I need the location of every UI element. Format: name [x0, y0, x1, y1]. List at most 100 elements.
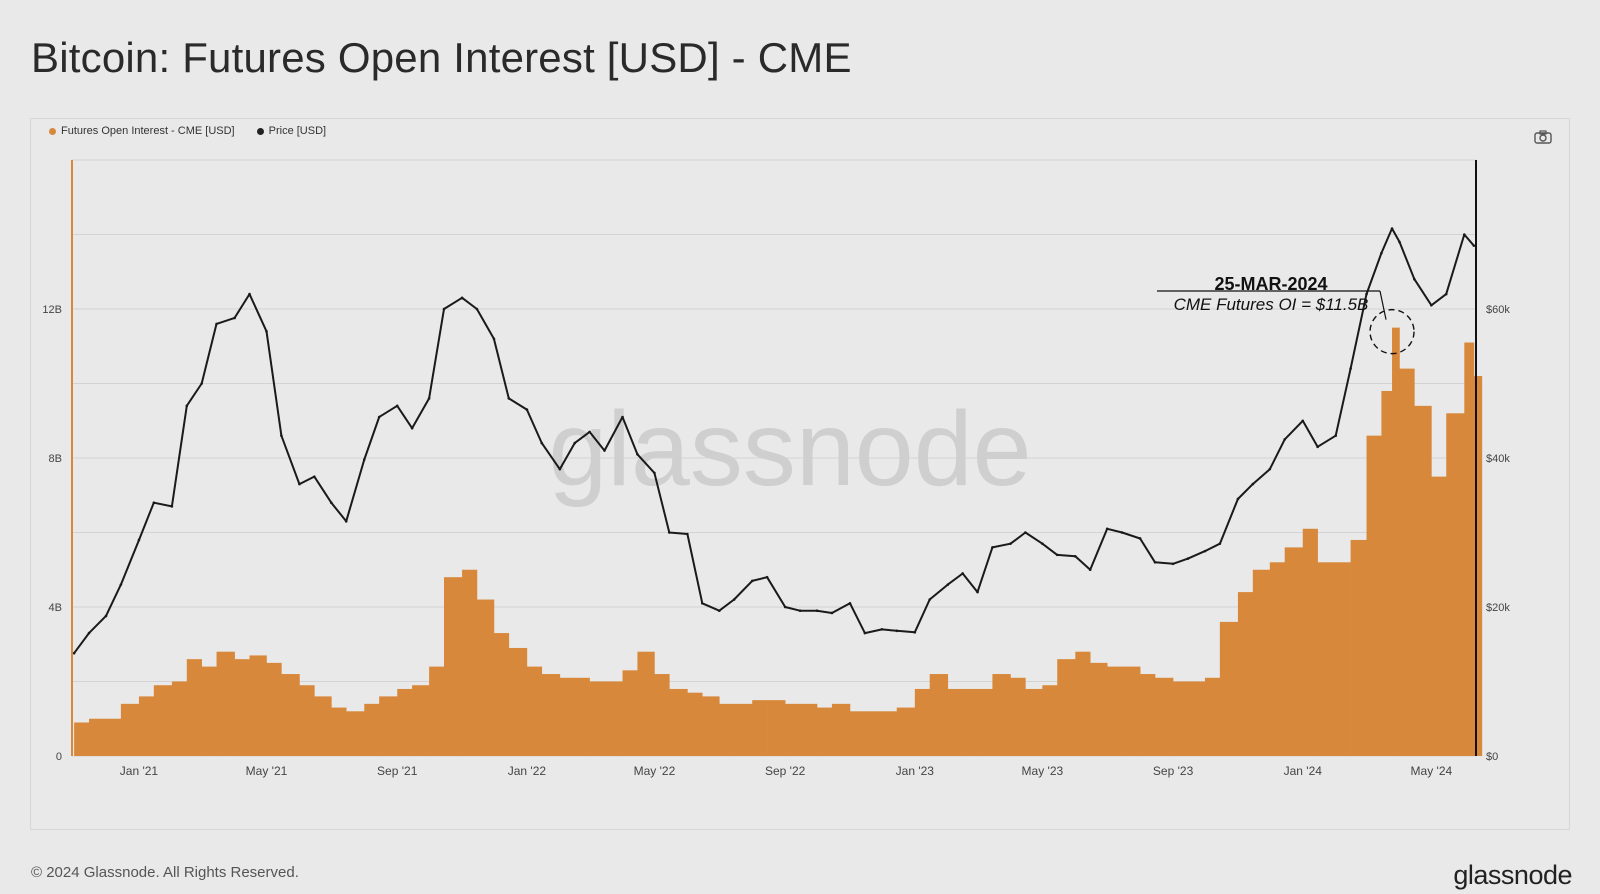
price-point	[732, 598, 736, 601]
price-point	[1398, 240, 1401, 244]
price-point	[362, 458, 366, 461]
open-interest-bar	[1025, 688, 1043, 756]
open-interest-bar	[234, 659, 250, 756]
y-tick-left: 4B	[49, 602, 62, 614]
open-interest-bar	[493, 633, 510, 756]
open-interest-bar	[1302, 528, 1318, 756]
open-interest-bar	[346, 711, 365, 756]
open-interest-bar	[379, 696, 398, 756]
price-point	[1251, 482, 1255, 486]
price-point	[1236, 497, 1240, 501]
open-interest-bar	[216, 651, 235, 756]
open-interest-bar	[186, 659, 202, 756]
price-point	[815, 609, 819, 613]
open-interest-bar	[476, 599, 495, 756]
open-interest-bar	[462, 569, 478, 756]
open-interest-bar	[896, 707, 916, 756]
price-point	[1268, 467, 1272, 471]
annotation-leader	[1379, 290, 1387, 320]
price-point	[1316, 445, 1319, 449]
open-interest-bar	[1107, 666, 1123, 756]
watermark: glassnode	[548, 390, 1031, 508]
price-point	[1463, 233, 1466, 236]
open-interest-bar	[1173, 681, 1189, 756]
price-point	[621, 415, 624, 419]
y-tick-right: $60k	[1486, 304, 1510, 316]
price-point	[1120, 531, 1124, 534]
open-interest-bar	[120, 703, 140, 756]
price-point	[1024, 531, 1027, 534]
price-point	[913, 631, 917, 634]
y-tick-left: 0	[56, 751, 62, 763]
price-point	[298, 482, 301, 486]
legend-item-open-interest[interactable]: Futures Open Interest - CME [USD]	[49, 125, 235, 137]
price-point	[233, 316, 236, 320]
open-interest-bar	[74, 722, 90, 756]
price-point	[588, 430, 591, 434]
price-point	[1444, 292, 1448, 296]
open-interest-bar	[299, 685, 315, 756]
price-point	[492, 337, 496, 341]
camera-icon[interactable]	[1533, 129, 1553, 145]
open-interest-bar	[1155, 677, 1174, 756]
price-point	[200, 382, 203, 385]
legend-item-price[interactable]: Price [USD]	[256, 125, 326, 137]
y-tick-right: $40k	[1486, 453, 1510, 465]
price-point	[798, 609, 802, 613]
open-interest-bar	[429, 666, 445, 756]
legend-label-open-interest: Futures Open Interest - CME [USD]	[61, 125, 235, 137]
open-interest-bar	[962, 688, 978, 756]
annotation-circle	[1369, 308, 1415, 355]
open-interest-bars	[74, 327, 1483, 756]
price-point	[442, 307, 446, 311]
open-interest-bar	[785, 703, 801, 756]
price-point	[717, 609, 721, 613]
open-interest-bar	[1140, 674, 1156, 756]
price-point	[540, 441, 544, 445]
y-tick-right: $0	[1486, 751, 1498, 763]
x-tick-label: Jan '24	[1284, 764, 1323, 778]
price-point	[636, 452, 639, 456]
open-interest-bar	[397, 688, 413, 756]
open-interest-bar	[526, 666, 543, 756]
open-interest-bar	[702, 696, 720, 756]
page-title: Bitcoin: Futures Open Interest [USD] - C…	[31, 34, 852, 81]
price-point	[507, 397, 511, 400]
x-tick-label: Jan '23	[896, 764, 935, 778]
open-interest-bar	[622, 670, 638, 756]
open-interest-bar	[1042, 685, 1058, 756]
axis-layer: 0 4B 8B 12B $0 $20k $40k $60k Jan '21 May '21 Sep …	[42, 160, 1510, 778]
legend-dot-open-interest	[49, 127, 56, 135]
open-interest-bar	[947, 688, 963, 756]
open-interest-bar	[1057, 659, 1076, 756]
price-point	[330, 501, 333, 505]
price-point	[1041, 542, 1044, 545]
price-point	[475, 307, 479, 311]
price-point	[460, 296, 464, 300]
y-tick-right: $20k	[1486, 602, 1510, 614]
price-point	[137, 538, 141, 542]
price-point	[686, 532, 689, 536]
price-point	[848, 601, 852, 605]
price-point	[1301, 419, 1305, 423]
price-point	[895, 629, 899, 633]
open-interest-bar	[559, 677, 576, 756]
open-interest-bar	[1284, 547, 1304, 756]
open-interest-bar	[1252, 569, 1271, 756]
price-point	[558, 467, 562, 471]
x-tick-label: Sep '22	[765, 764, 806, 778]
open-interest-bar	[1090, 662, 1108, 756]
open-interest-bar	[914, 688, 931, 756]
annotation-text: CME Futures OI = $11.5B	[1174, 295, 1369, 314]
open-interest-bar	[1431, 476, 1447, 756]
x-tick-label: Sep '21	[377, 764, 418, 778]
price-point	[395, 404, 399, 408]
price-point	[87, 631, 91, 635]
open-interest-bar	[331, 707, 347, 756]
price-point	[185, 404, 189, 408]
open-interest-bar	[574, 677, 590, 756]
open-interest-bar	[800, 703, 818, 756]
legend-dot-price	[256, 127, 264, 135]
price-point	[573, 441, 577, 445]
